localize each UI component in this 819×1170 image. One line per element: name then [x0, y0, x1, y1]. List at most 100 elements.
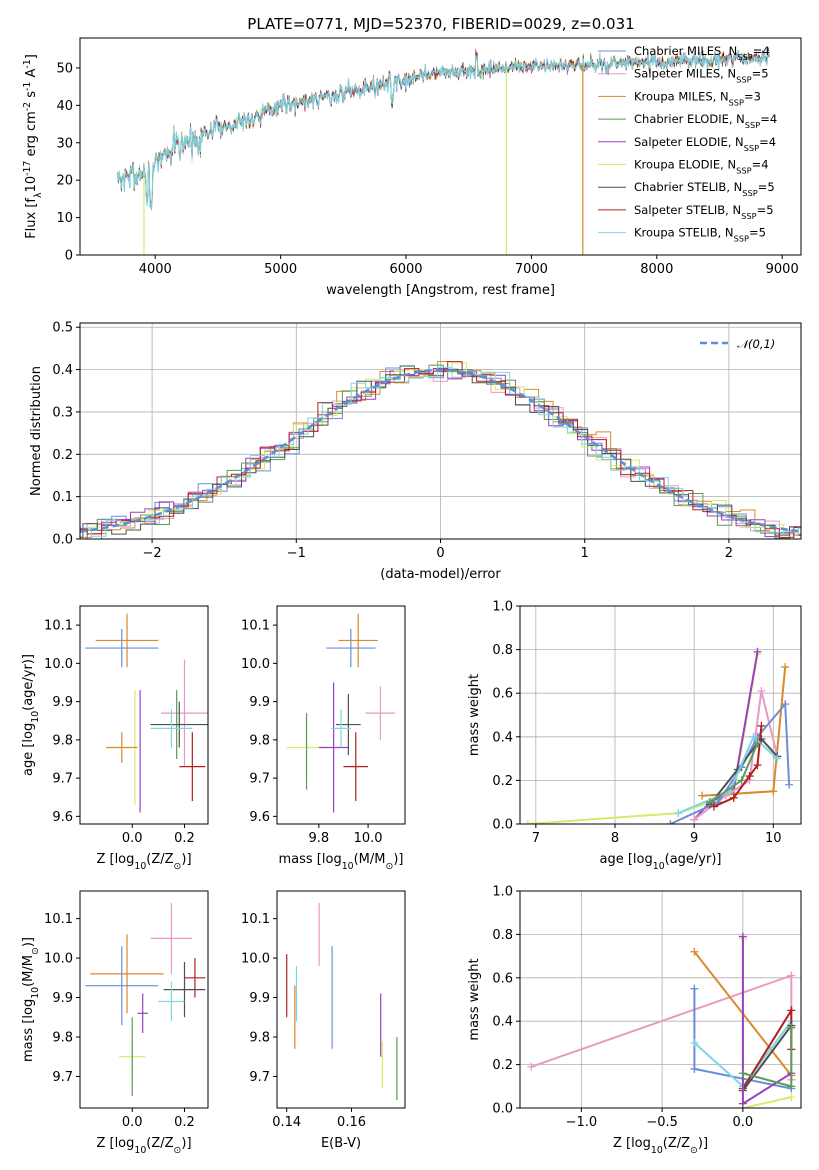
weight_vs_age-xtick-label-3: 10 [765, 831, 782, 846]
weight_vs_Z-ytick-label-3: 0.6 [492, 971, 513, 986]
age_vs_mass-xtick-label-1: 10.0 [354, 831, 383, 846]
weight_vs_Z-ytick-label-2: 0.4 [492, 1015, 513, 1030]
spectrum-xlabel: wavelength [Angstrom, rest frame] [326, 283, 555, 298]
mass_vs_Z-ytick-label-0: 9.7 [52, 1070, 73, 1085]
age_vs_Z-ylabel: age [log10(age/yr)] [21, 654, 41, 776]
weight_vs_Z-axes: −1.0 −0.5 0.0 0.0 0.2 0.4 0.6 0.8 1.0 Z [log10(Z/… [467, 885, 801, 1156]
legend-label-2: Kroupa MILES, NSSP=3 [634, 89, 761, 107]
spectrum-ytick-label-3: 30 [56, 136, 73, 151]
weight_vs_Z-marker-2-0 [690, 984, 699, 993]
residual-hists [80, 361, 801, 539]
weight_vs_Z-marker-7-1 [738, 1099, 747, 1108]
weight_vs_Z-ytick-label-1: 0.2 [492, 1058, 513, 1073]
age_vs_mass-point-7 [331, 709, 351, 748]
weight_vs_age-xtick-label-2: 9 [690, 831, 698, 846]
mass_vs_Z-xtick-label-1: 0.2 [174, 1115, 195, 1130]
weight_vs_Z-marker-3-0 [690, 1038, 699, 1047]
residuals-xtick-label-2: 0 [436, 546, 444, 561]
legend-label-4: Salpeter ELODIE, NSSP=4 [634, 135, 776, 153]
spectrum-series-8 [117, 49, 770, 210]
weight_vs_age-frame [519, 605, 802, 825]
age_vs_mass-point-0 [326, 628, 376, 668]
mass_vs_Z-ytick-label-1: 9.8 [52, 1030, 73, 1045]
residuals-ytick-label-5: 0.5 [52, 321, 73, 336]
age_vs_Z-point-0 [85, 628, 159, 668]
weight_vs_age-series-7 [677, 735, 778, 815]
age_vs_mass-xlabel: mass [log10(M/M⊙)] [279, 852, 404, 872]
mass_vs_Z-ylabel: mass [log10(M/M⊙)] [21, 937, 41, 1062]
residuals-xlabel: (data-model)/error [380, 567, 501, 582]
weight_vs_age-marker-4-5 [785, 780, 794, 789]
weight_vs_Z-series-5 [742, 1024, 793, 1092]
age_vs_Z-frame [79, 605, 209, 825]
mass_vs_Z-ytick-label-3: 10.0 [44, 952, 73, 967]
age_vs_Z-ytick-label-0: 9.6 [52, 810, 73, 825]
weight_vs_Z-series-0 [530, 974, 793, 1080]
age_vs_Z-point-6 [150, 701, 208, 748]
weight_vs_Z-marker-4-1 [787, 1006, 796, 1015]
weight_vs_age-marker-0-0 [523, 820, 532, 824]
age_vs_Z-point-7 [179, 732, 206, 802]
residuals-xtick-label-4: 2 [725, 546, 733, 561]
weight_vs_age-axes: 7 8 9 10 0.0 0.2 0.4 0.6 0.8 1.0 age [log10(age/yr… [467, 600, 801, 872]
mass_vs_Z-point-4 [163, 962, 206, 1018]
mass_vs_Z-frame [79, 890, 209, 1109]
age_vs_mass-ytick-label-3: 9.9 [249, 695, 270, 710]
mass_vs_Z-points [85, 902, 206, 1097]
weight_vs_age-marker-7-0 [674, 809, 683, 818]
weight_vs_age-marker-2-2 [781, 663, 790, 672]
age_vs_Z-xlabel: Z [log10(Z/Z⊙)] [96, 852, 191, 872]
spectrum-ytick-label-4: 40 [56, 99, 73, 114]
weight_vs_Z-marker-7-0 [738, 932, 747, 941]
weight_vs_Z-xlabel: Z [log10(Z/Z⊙)] [613, 1136, 708, 1156]
legend-label-1: Salpeter MILES, NSSP=5 [634, 67, 769, 85]
mass_vs_ebv-points [286, 902, 398, 1101]
mass_vs_ebv-ytick-label-3: 10.0 [241, 952, 270, 967]
weight_vs_age-marker-3-0 [690, 815, 699, 824]
age_vs_Z-point-8 [150, 709, 193, 748]
residuals-ytick-label-3: 0.3 [52, 405, 73, 420]
spectrum-ylabel: Flux [fλ10-17 erg cm-2 s-1 A-1] [22, 54, 44, 239]
weight_vs_age-series-4 [669, 701, 791, 824]
age_vs_mass-ytick-label-4: 10.0 [241, 657, 270, 672]
residuals-frame [79, 322, 802, 540]
residuals-xtick-label-0: −2 [143, 546, 162, 561]
spectrum-ytick-label-0: 0 [65, 249, 73, 264]
spectrum-xtick-label-5: 9000 [766, 262, 799, 277]
mass_vs_Z-point-2 [85, 946, 159, 1026]
age_vs_mass-ytick-label-0: 9.6 [249, 810, 270, 825]
weight_vs_age-marker-8-1 [737, 776, 746, 785]
mass_vs_ebv-ytick-label-2: 9.9 [249, 991, 270, 1006]
mass_vs_ebv-ytick-label-0: 9.7 [249, 1070, 270, 1085]
age_vs_mass-frame [276, 605, 406, 825]
weight_vs_Z-marker-1-0 [690, 947, 699, 956]
weight_vs_age-marker-3-3 [757, 687, 766, 696]
weight_vs_age-ytick-label-1: 0.2 [492, 774, 513, 789]
mass_vs_ebv-ytick-label-1: 9.8 [249, 1030, 270, 1045]
weight_vs_Z-lines [527, 932, 796, 1108]
age_vs_mass-point-5 [336, 693, 361, 756]
weight_vs_Z-ylabel: mass weight [467, 958, 482, 1040]
weight_vs_age-ytick-label-4: 0.8 [492, 643, 513, 658]
age_vs_Z-ytick-label-2: 9.8 [52, 733, 73, 748]
weight_vs_age-ytick-label-5: 1.0 [492, 600, 513, 615]
spectrum-xtick-label-3: 7000 [515, 262, 548, 277]
mass_vs_Z-point-3 [184, 958, 206, 998]
spectrum-ytick-label-5: 50 [56, 61, 73, 76]
age_vs_mass-ytick-label-2: 9.8 [249, 733, 270, 748]
weight_vs_Z-marker-0-1 [787, 971, 796, 980]
weight_vs_age-marker-6-2 [745, 772, 754, 781]
weight_vs_age-marker-4-4 [781, 700, 790, 709]
residuals-ytick-label-1: 0.1 [52, 490, 73, 505]
weight_vs_age-ytick-label-2: 0.4 [492, 730, 513, 745]
age_vs_Z-axes: 0.0 0.2 9.6 9.7 9.8 9.9 10.0 10.1 Z [log10(Z/Z⊙)… [21, 619, 195, 872]
age_vs_mass-point-4 [318, 682, 349, 813]
weight_vs_Z-ytick-label-5: 1.0 [492, 885, 513, 900]
normal-curve [80, 368, 801, 533]
weight_vs_age-marker-8-2 [753, 739, 762, 748]
age_vs_Z-ytick-label-4: 10.0 [44, 657, 73, 672]
weight_vs_age-lines [523, 647, 794, 824]
mass_vs_ebv-axes: 0.14 0.16 9.7 9.8 9.9 10.0 10.1 E(B-V) [241, 912, 366, 1151]
mass_vs_Z-ytick-label-2: 9.9 [52, 991, 73, 1006]
spectrum-frame [79, 37, 802, 256]
